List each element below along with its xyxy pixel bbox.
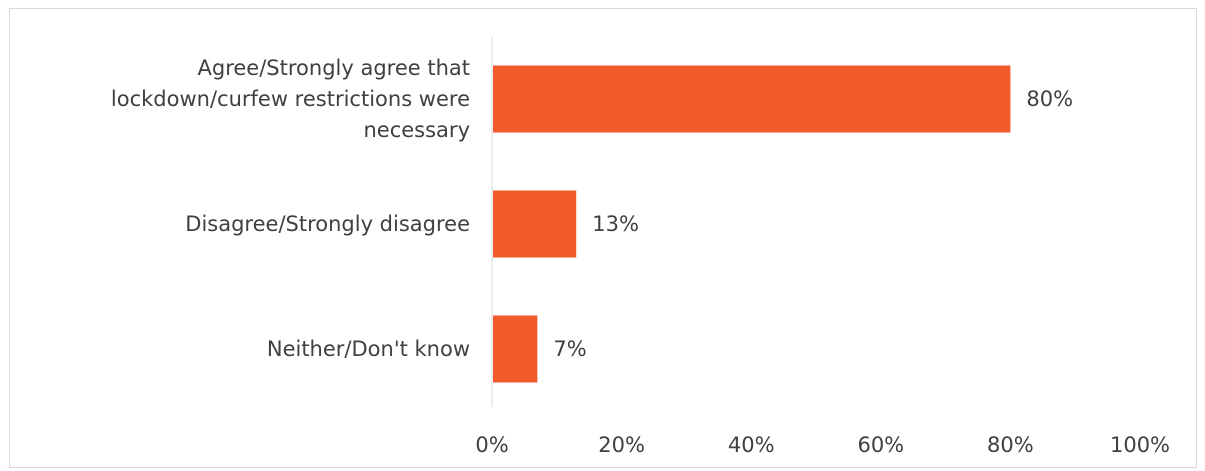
category-label-line: Neither/Don't know [267,337,470,361]
bar-chart: Agree/Strongly agree that lockdown/curfew… [111,37,1170,457]
x-tick-labels: 0% 20% 40% 60% 80% 100% [475,433,1170,457]
data-label: 80% [1026,87,1073,111]
bars-group [493,65,1011,383]
bar [493,190,577,258]
category-label-line: necessary [363,118,470,142]
bar [493,65,1011,133]
tick-label: 100% [1110,433,1170,457]
tick-label: 0% [475,433,508,457]
category-label-line: lockdown/curfew restrictions were [111,87,470,111]
category-label-line: Disagree/Strongly disagree [185,212,470,236]
data-label: 7% [553,337,586,361]
tick-label: 20% [598,433,645,457]
data-label: 13% [592,212,639,236]
bar [493,315,538,383]
category-label: Agree/Strongly agree that lockdown/curfew… [111,56,470,142]
category-label-line: Agree/Strongly agree that [198,56,470,80]
chart-frame: Agree/Strongly agree that lockdown/curfew… [9,8,1197,468]
category-label: Disagree/Strongly disagree [185,212,470,236]
tick-label: 80% [987,433,1034,457]
data-labels: 80% 13% 7% [553,87,1073,361]
tick-label: 40% [728,433,775,457]
tick-label: 60% [857,433,904,457]
category-label: Neither/Don't know [267,337,470,361]
category-labels: Agree/Strongly agree that lockdown/curfew… [111,56,470,361]
